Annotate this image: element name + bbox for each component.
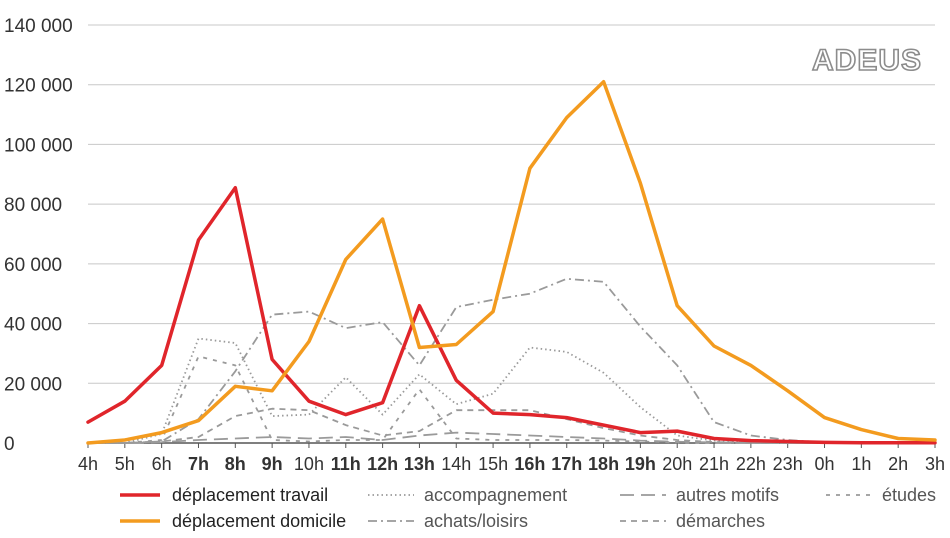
- y-tick-label: 80 000: [4, 195, 62, 216]
- legend-label: achats/loisirs: [424, 511, 528, 531]
- x-tick-label: 15h: [478, 454, 508, 474]
- legend-label: déplacement domicile: [172, 511, 346, 531]
- x-tick-label: 14h: [441, 454, 471, 474]
- legend-label: autres motifs: [676, 485, 779, 505]
- x-tick-label: 16h: [514, 454, 545, 474]
- y-axis: 0 20 000 40 000 60 000 80 000 100 000 120 000 1…: [4, 16, 73, 455]
- series-line-d-placement-domicile: [86, 79, 937, 445]
- x-tick-label: 2h: [888, 454, 908, 474]
- y-tick-label: 20 000: [4, 374, 62, 395]
- x-tick-label: 9h: [262, 454, 283, 474]
- series-lines: [86, 79, 937, 445]
- x-tick-label: 8h: [225, 454, 246, 474]
- x-tick-label: 1h: [851, 454, 871, 474]
- y-tick-label: 140 000: [4, 16, 73, 37]
- x-tick-label: 3h: [925, 454, 945, 474]
- x-tick-label: 12h: [367, 454, 398, 474]
- x-tick-label: 6h: [152, 454, 172, 474]
- x-tick-label: 23h: [773, 454, 803, 474]
- legend: déplacement travail accompagnement autres …: [120, 485, 936, 531]
- y-tick-label: 100 000: [4, 135, 73, 156]
- series-line-accompagnement: [88, 337, 935, 444]
- adeus-logo: ADEUS: [812, 44, 922, 77]
- y-tick-label: 40 000: [4, 315, 62, 336]
- x-tick-label: 5h: [115, 454, 135, 474]
- series-line-d-placement-travail: [86, 185, 937, 445]
- y-tick-label: 60 000: [4, 255, 62, 276]
- x-tick-label: 20h: [662, 454, 692, 474]
- legend-label: accompagnement: [424, 485, 567, 505]
- x-tick-label: 17h: [551, 454, 582, 474]
- legend-label: démarches: [676, 511, 765, 531]
- series-line-d-marches: [88, 407, 935, 444]
- x-tick-label: 0h: [815, 454, 835, 474]
- legend-label: études: [882, 485, 936, 505]
- x-axis: 4h 5h 6h 7h 8h 9h 10h 11h 12h 13h 14h 15h 16h 17h 18h 1…: [78, 443, 945, 474]
- x-tick-label: 22h: [736, 454, 766, 474]
- x-tick-label: 19h: [625, 454, 656, 474]
- x-tick-label: 7h: [188, 454, 209, 474]
- x-tick-label: 4h: [78, 454, 98, 474]
- x-tick-label: 18h: [588, 454, 619, 474]
- x-tick-label: 21h: [699, 454, 729, 474]
- y-tick-label: 0: [4, 434, 15, 455]
- x-tick-label: 13h: [404, 454, 435, 474]
- legend-label: déplacement travail: [172, 485, 328, 505]
- x-tick-label: 11h: [331, 454, 361, 474]
- x-tick-label: 10h: [294, 454, 324, 474]
- y-tick-label: 120 000: [4, 76, 73, 97]
